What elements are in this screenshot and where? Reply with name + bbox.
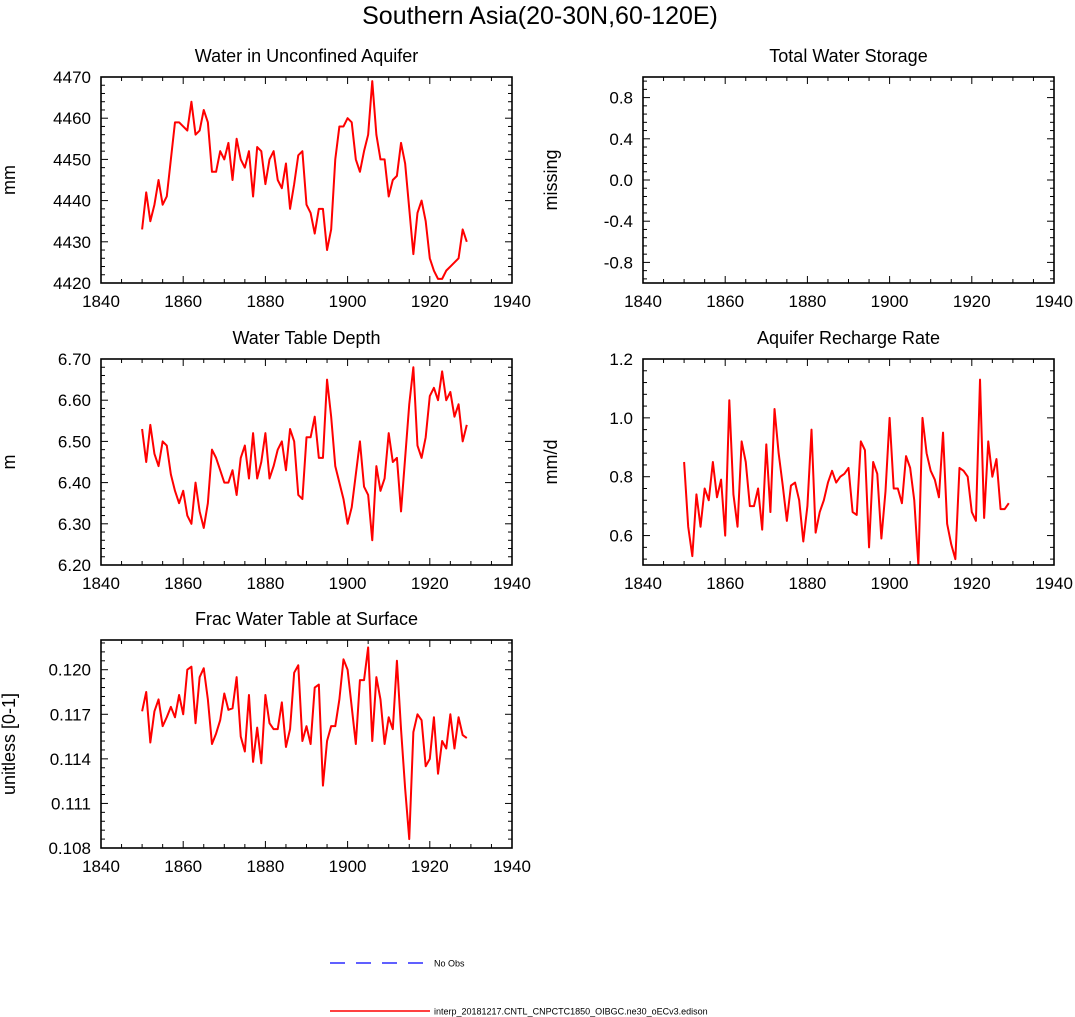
y-tick-label: 0.4 (609, 130, 633, 149)
panel-title: Aquifer Recharge Rate (757, 328, 940, 348)
x-tick-label: 1880 (246, 292, 284, 311)
x-tick-label: 1900 (871, 292, 909, 311)
plot-frame (101, 77, 512, 283)
x-tick-label: 1880 (246, 857, 284, 876)
x-tick-label: 1860 (164, 292, 202, 311)
y-axis-label: mm/d (541, 440, 561, 485)
y-tick-label: 4460 (53, 109, 91, 128)
y-tick-label: 1.2 (609, 350, 633, 369)
y-tick-label: 4470 (53, 68, 91, 87)
panels: 1840 1860 1880 1900 1920 1940 4420 4430 4440 4450… (0, 46, 1073, 876)
figure-title: Southern Asia(20-30N,60-120E) (362, 2, 718, 30)
x-tick-label: 1840 (624, 574, 662, 593)
x-tick-label: 1920 (411, 292, 449, 311)
figure: Southern Asia(20-30N,60-120E) 1840 1860 18… (0, 0, 1075, 1017)
x-tick-label: 1840 (624, 292, 662, 311)
y-tick-label: 4420 (53, 274, 91, 293)
legend: No Obs interp_20181217.CNTL_CNPCTC1850_O… (330, 959, 708, 1017)
panel-title: Water Table Depth (232, 328, 380, 348)
x-tick-label: 1920 (411, 574, 449, 593)
series-line (684, 380, 1009, 565)
y-tick-label: 6.50 (58, 432, 91, 451)
x-tick-label: 1860 (706, 574, 744, 593)
y-tick-label: 0.111 (51, 794, 91, 813)
y-tick-label: 4430 (53, 233, 91, 252)
x-tick-label: 1840 (82, 857, 120, 876)
x-tick-label: 1920 (953, 574, 991, 593)
x-tick-label: 1860 (164, 574, 202, 593)
x-tick-label: 1900 (329, 292, 367, 311)
y-tick-label: 6.40 (58, 474, 91, 493)
y-tick-label: 6.20 (58, 556, 91, 575)
y-tick-label: 1.0 (609, 409, 633, 428)
panel-aquifer-recharge-rate: 1840 1860 1880 1900 1920 1940 0.6 0.8 1.0 1.2 Aqui… (541, 328, 1073, 593)
x-tick-label: 1940 (493, 292, 531, 311)
x-tick-label: 1840 (82, 292, 120, 311)
plot-frame (101, 640, 512, 848)
y-tick-label: 4440 (53, 192, 91, 211)
y-tick-label: 6.60 (58, 391, 91, 410)
x-tick-label: 1880 (788, 292, 826, 311)
x-tick-label: 1880 (788, 574, 826, 593)
x-tick-label: 1940 (1035, 574, 1073, 593)
legend-label-model: interp_20181217.CNTL_CNPCTC1850_OIBGC.ne… (434, 1007, 708, 1017)
plot-frame (643, 77, 1054, 283)
x-tick-label: 1900 (871, 574, 909, 593)
series-line (142, 647, 467, 839)
y-tick-label: 6.30 (58, 515, 91, 534)
legend-label-obs: No Obs (434, 959, 465, 969)
y-tick-label: 0.8 (609, 89, 633, 108)
x-tick-label: 1860 (706, 292, 744, 311)
series-line (142, 367, 467, 540)
x-tick-label: 1940 (493, 574, 531, 593)
panel-title: Total Water Storage (769, 46, 927, 66)
series-line (142, 81, 467, 279)
plot-frame (643, 359, 1054, 565)
y-axis-label: unitless [0-1] (0, 693, 19, 795)
y-tick-label: 0.117 (50, 705, 91, 724)
panel-frac-water-table-at-surface: 1840 1860 1880 1900 1920 1940 0.108 0.111 0.114 0… (0, 609, 531, 876)
x-tick-label: 1940 (1035, 292, 1073, 311)
x-tick-label: 1860 (164, 857, 202, 876)
y-tick-label: 0.6 (609, 527, 633, 546)
y-tick-label: 4450 (53, 150, 91, 169)
panel-water-table-depth: 1840 1860 1880 1900 1920 1940 6.20 6.30 6.40 6.50… (0, 328, 531, 593)
plot-frame (101, 359, 512, 565)
y-axis-label: m (0, 455, 19, 470)
x-tick-label: 1840 (82, 574, 120, 593)
y-tick-label: 0.0 (609, 171, 633, 190)
y-tick-label: -0.4 (604, 212, 633, 231)
y-tick-label: 0.8 (609, 468, 633, 487)
y-axis-label: missing (541, 149, 561, 210)
x-tick-label: 1940 (493, 857, 531, 876)
y-tick-label: 0.108 (48, 839, 91, 858)
x-tick-label: 1920 (953, 292, 991, 311)
panel-title: Water in Unconfined Aquifer (195, 46, 418, 66)
panel-total-water-storage: 1840 1860 1880 1900 1920 1940 -0.8 -0.4 0.0 0.4 0.… (541, 46, 1073, 311)
x-tick-label: 1920 (411, 857, 449, 876)
x-tick-label: 1900 (329, 857, 367, 876)
y-tick-label: 0.114 (50, 750, 91, 769)
y-axis-label: mm (0, 165, 19, 195)
panel-water-in-unconfined-aquifer: 1840 1860 1880 1900 1920 1940 4420 4430 4440 4450… (0, 46, 531, 311)
x-tick-label: 1900 (329, 574, 367, 593)
y-tick-label: 0.120 (48, 661, 91, 680)
y-tick-label: -0.8 (604, 253, 633, 272)
panel-title: Frac Water Table at Surface (195, 609, 418, 629)
x-tick-label: 1880 (246, 574, 284, 593)
y-tick-label: 6.70 (58, 350, 91, 369)
